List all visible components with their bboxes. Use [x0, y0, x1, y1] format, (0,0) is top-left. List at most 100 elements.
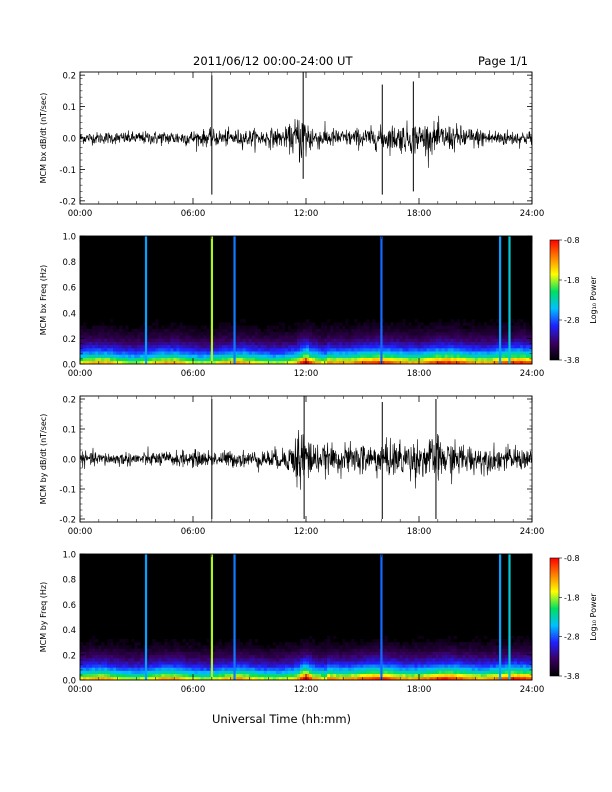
spectrogram-cell — [176, 676, 180, 681]
spectrogram-cell — [95, 328, 99, 333]
spectrogram-cell — [281, 357, 286, 362]
spectrogram-cell — [483, 328, 488, 333]
spectrogram-cell — [489, 670, 494, 674]
spectrogram-cell — [137, 348, 141, 352]
spectrogram-cell — [158, 351, 162, 355]
spectrogram-cell — [354, 348, 358, 352]
spectrogram-cell — [393, 332, 397, 336]
spectrogram-cell — [306, 648, 310, 652]
spectrogram-cell — [468, 348, 473, 352]
spectrogram-cell — [179, 667, 183, 671]
spectrogram-cell — [164, 639, 168, 643]
spectrogram-cell — [257, 348, 262, 352]
spectrogram-cell — [302, 357, 307, 362]
spectrogram-cell — [309, 664, 313, 668]
spectrogram-cell — [405, 654, 409, 659]
spectrogram-cell — [366, 642, 370, 646]
spectrogram-cell — [495, 360, 500, 365]
spectrogram-cell — [468, 335, 473, 339]
spectrogram-cell — [468, 642, 473, 646]
spectrogram-cell — [339, 335, 343, 339]
spectrogram-cell — [414, 357, 418, 362]
spectrogram-cell — [489, 338, 494, 342]
spectrogram-cell — [489, 325, 494, 330]
spectrogram-cell — [342, 338, 346, 342]
spectrogram-cell — [378, 344, 382, 349]
spectrogram-cell — [167, 657, 171, 662]
spectrogram-cell — [363, 654, 367, 659]
spectrogram-cell — [393, 667, 397, 671]
spectrogram-cell — [218, 645, 222, 649]
spectrogram-cell — [480, 351, 485, 355]
spectrogram-cell — [137, 676, 141, 681]
spectrogram-cell — [393, 654, 397, 659]
spectrogram-cell — [86, 335, 90, 339]
spectrogram-cell — [101, 348, 105, 352]
spectrogram-cell — [486, 348, 491, 352]
spectrogram-cell — [375, 651, 379, 656]
spectrogram-cell — [411, 670, 415, 674]
spectrogram-cell — [462, 338, 466, 342]
panel-1-timeseries — [80, 72, 532, 195]
spectrogram-cell — [315, 673, 319, 678]
spectrogram-cell — [444, 325, 448, 330]
spectrogram-cell — [179, 357, 183, 362]
spectrogram-cell — [471, 354, 476, 358]
spectrogram-cell — [215, 661, 219, 665]
spectrogram-cell — [95, 651, 99, 656]
spectrogram-cell — [519, 664, 524, 668]
spectrogram-cell — [525, 673, 530, 678]
spectrogram-cell — [191, 667, 195, 671]
spectrogram-cell — [495, 639, 500, 643]
spectrogram-cell — [450, 673, 454, 678]
spectrogram-cell — [110, 354, 114, 358]
spectrogram-cell — [414, 325, 418, 330]
spectrogram-cell — [104, 654, 108, 659]
spectrogram-cell — [152, 338, 156, 342]
spectrogram-cell — [95, 325, 99, 330]
spectrogram-cell — [369, 661, 373, 665]
spectrogram-cell — [318, 664, 322, 668]
spectrogram-cell — [92, 348, 96, 352]
spectrogram-cell — [86, 332, 90, 336]
spectrogram-cell — [420, 635, 424, 640]
spectrogram-cell — [89, 639, 93, 643]
spectrogram-cell — [375, 676, 379, 681]
spectrogram-cell — [354, 351, 358, 355]
spectrogram-cell — [257, 654, 262, 659]
spectrogram-cell — [161, 360, 165, 365]
spectrogram-cell — [447, 667, 451, 671]
spectrogram-cell — [83, 673, 87, 678]
spectrogram-cell — [194, 667, 198, 671]
spectrogram-cell — [474, 651, 479, 656]
spectrogram-cell — [128, 664, 132, 668]
spectrogram-cell — [345, 661, 349, 665]
spectrogram-cell — [176, 648, 180, 652]
spectrogram-cell — [513, 357, 518, 362]
spectrogram-cell — [254, 354, 259, 358]
spectrogram-cell — [302, 360, 307, 365]
spectrogram-cell — [197, 360, 201, 365]
spectrogram-cell — [513, 338, 518, 342]
spectrogram-cell — [324, 651, 328, 656]
spectrogram-cell — [236, 328, 240, 333]
spectrogram-cell — [306, 319, 310, 323]
spectrogram-cell — [167, 645, 171, 649]
spectrogram-cell — [501, 335, 506, 339]
spectrogram-cell — [194, 670, 198, 674]
spectrogram-cell — [218, 335, 222, 339]
spectrogram-cell — [128, 654, 132, 659]
spectrogram-cell — [203, 664, 207, 668]
spectrogram-cell — [486, 338, 491, 342]
spectrogram-cell — [149, 657, 153, 662]
spectrogram-cell — [236, 325, 240, 330]
spectrogram-cell — [230, 651, 234, 656]
spectrogram-cell — [423, 670, 427, 674]
spectrogram-cell — [101, 651, 105, 656]
spectrogram-cell — [92, 351, 96, 355]
spectrogram-cell — [516, 325, 521, 330]
spectrogram-cell — [188, 360, 192, 365]
spectrogram-cell — [327, 654, 331, 659]
spectrogram-cell — [155, 328, 159, 333]
spectrogram-cell — [486, 673, 491, 678]
